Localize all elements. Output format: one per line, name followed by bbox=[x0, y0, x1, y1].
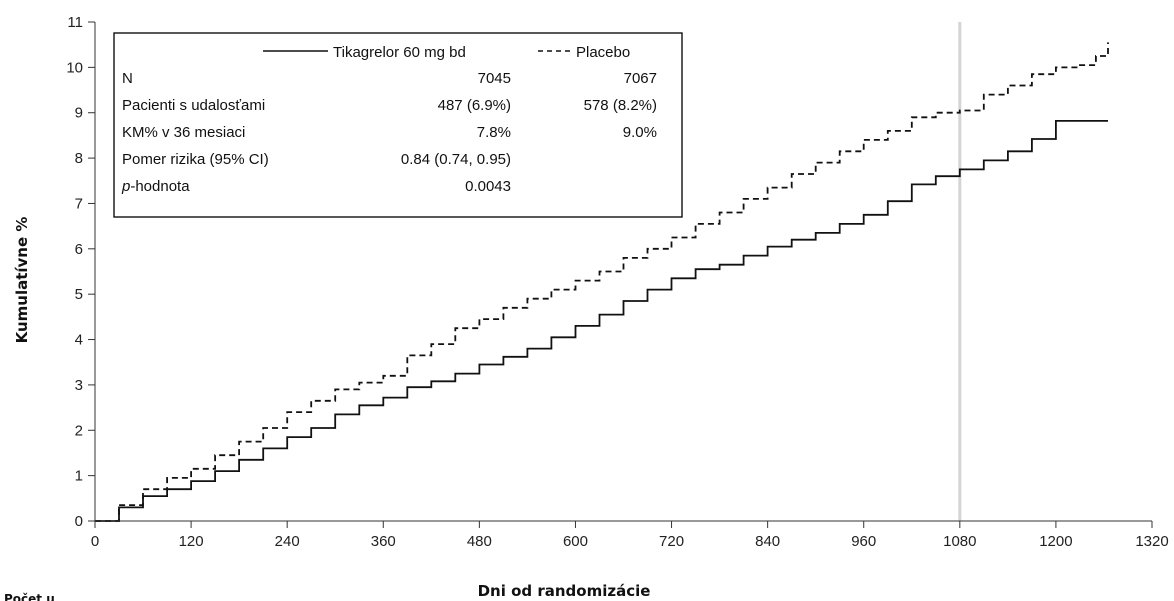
legend-row-label: N bbox=[122, 70, 133, 87]
x-tick-label: 840 bbox=[755, 533, 780, 550]
legend-column-placebo: Placebo bbox=[576, 44, 630, 61]
x-tick-label: 1320 bbox=[1135, 533, 1168, 550]
legend-row-label: p-hodnota bbox=[121, 178, 190, 195]
x-tick-label: 1200 bbox=[1039, 533, 1072, 550]
y-tick-label: 11 bbox=[67, 14, 83, 31]
x-tick-label: 360 bbox=[371, 533, 396, 550]
y-axis-title: Kumulatívne % bbox=[13, 217, 31, 344]
legend-value-tikagrelor: 0.0043 bbox=[465, 178, 511, 195]
y-tick-label: 7 bbox=[75, 195, 83, 212]
y-tick-label: 10 bbox=[66, 59, 83, 76]
legend-value-tikagrelor: 7.8% bbox=[477, 124, 511, 141]
x-tick-label: 120 bbox=[179, 533, 204, 550]
x-tick-label: 960 bbox=[851, 533, 876, 550]
x-tick-label: 0 bbox=[91, 533, 99, 550]
x-tick-label: 720 bbox=[659, 533, 684, 550]
legend-value-tikagrelor: 7045 bbox=[478, 70, 511, 87]
x-tick-label: 600 bbox=[563, 533, 588, 550]
legend-value-tikagrelor: 0.84 (0.74, 0.95) bbox=[401, 151, 511, 168]
y-tick-label: 2 bbox=[75, 422, 83, 439]
y-tick-label: 4 bbox=[75, 332, 83, 349]
y-tick-label: 5 bbox=[75, 286, 83, 303]
legend-row-label: KM% v 36 mesiaci bbox=[122, 124, 245, 141]
y-tick-label: 8 bbox=[75, 150, 83, 167]
x-tick-label: 1080 bbox=[943, 533, 976, 550]
y-tick-label: 1 bbox=[75, 468, 83, 485]
series-layer bbox=[95, 42, 1109, 522]
x-axis-title: Dni od randomizácie bbox=[478, 582, 651, 600]
series-line-placebo bbox=[95, 42, 1109, 522]
y-tick-label: 0 bbox=[75, 513, 83, 530]
legend-row-label: Pomer rizika (95% CI) bbox=[122, 151, 269, 168]
series-line-tikagrelor bbox=[95, 120, 1108, 522]
x-tick-label: 480 bbox=[467, 533, 492, 550]
legend-value-placebo: 9.0% bbox=[623, 124, 657, 141]
y-tick-label: 3 bbox=[75, 377, 83, 394]
legend-row-label: Pacienti s udalosťami bbox=[122, 97, 265, 114]
y-tick-label: 9 bbox=[75, 105, 83, 122]
legend-box: Tikagrelor 60 mg bd Placebo N 7045 7067 Pacie… bbox=[113, 32, 683, 218]
legend-column-tikagrelor: Tikagrelor 60 mg bd bbox=[333, 44, 466, 61]
legend-value-tikagrelor: 487 (6.9%) bbox=[438, 97, 511, 114]
axes-layer: 0 120 240 360 480 600 720 840 960 1080 1200 1320 0 1 2… bbox=[66, 14, 1168, 550]
footer-stub-text: Počet u bbox=[4, 592, 55, 601]
legend-value-placebo: 578 (8.2%) bbox=[584, 97, 657, 114]
y-tick-label: 6 bbox=[75, 241, 83, 258]
legend-frame bbox=[113, 32, 683, 218]
legend-value-placebo: 7067 bbox=[624, 70, 657, 87]
x-tick-label: 240 bbox=[275, 533, 300, 550]
